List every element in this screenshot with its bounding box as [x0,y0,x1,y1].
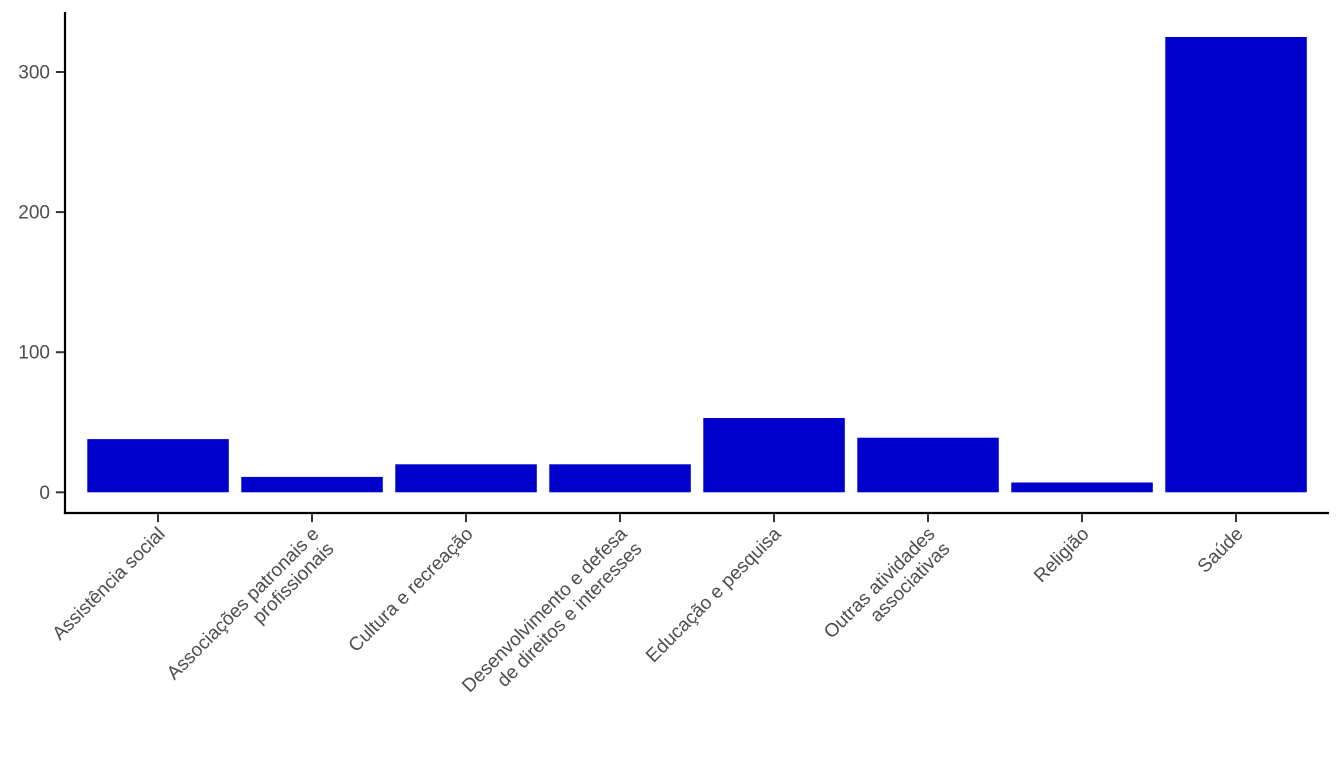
x-tick-label: Cultura e recreação [345,524,478,657]
x-tick-label-line: Assistência social [49,524,170,645]
bar [87,439,229,493]
bar [1165,37,1307,493]
bar [1011,482,1153,493]
x-tick-label: Associações patronais eprofissionais [163,524,338,699]
x-tick-label: Desenvolvimento e defesade direitos e in… [458,523,646,711]
bar [241,476,383,493]
x-tick-label: Outras atividadesassociativas [820,524,954,658]
x-tick-label: Saúde [1194,524,1248,578]
x-tick-label-line: Cultura e recreação [345,524,478,657]
x-tick-label-line: de direitos e interesses [493,539,646,692]
bar [395,464,537,493]
x-tick-label-line: Saúde [1194,524,1248,578]
y-tick-label: 100 [18,343,50,364]
x-tick-label: Assistência social [49,524,170,645]
y-tick-label: 0 [39,483,50,504]
x-tick-label-line: Associações patronais e [163,524,323,684]
x-tick-label-line: Religião [1030,524,1093,587]
x-tick-label: Educação e pesquisa [642,523,786,667]
y-tick-label: 300 [18,63,50,84]
bar [857,437,999,493]
x-tick-label-line: Desenvolvimento e defesa [458,523,631,696]
y-tick-label: 200 [18,203,50,224]
bar [549,464,691,493]
x-tick-label: Religião [1030,524,1093,587]
bar [703,418,845,493]
x-tick-label-line: Educação e pesquisa [642,523,786,667]
